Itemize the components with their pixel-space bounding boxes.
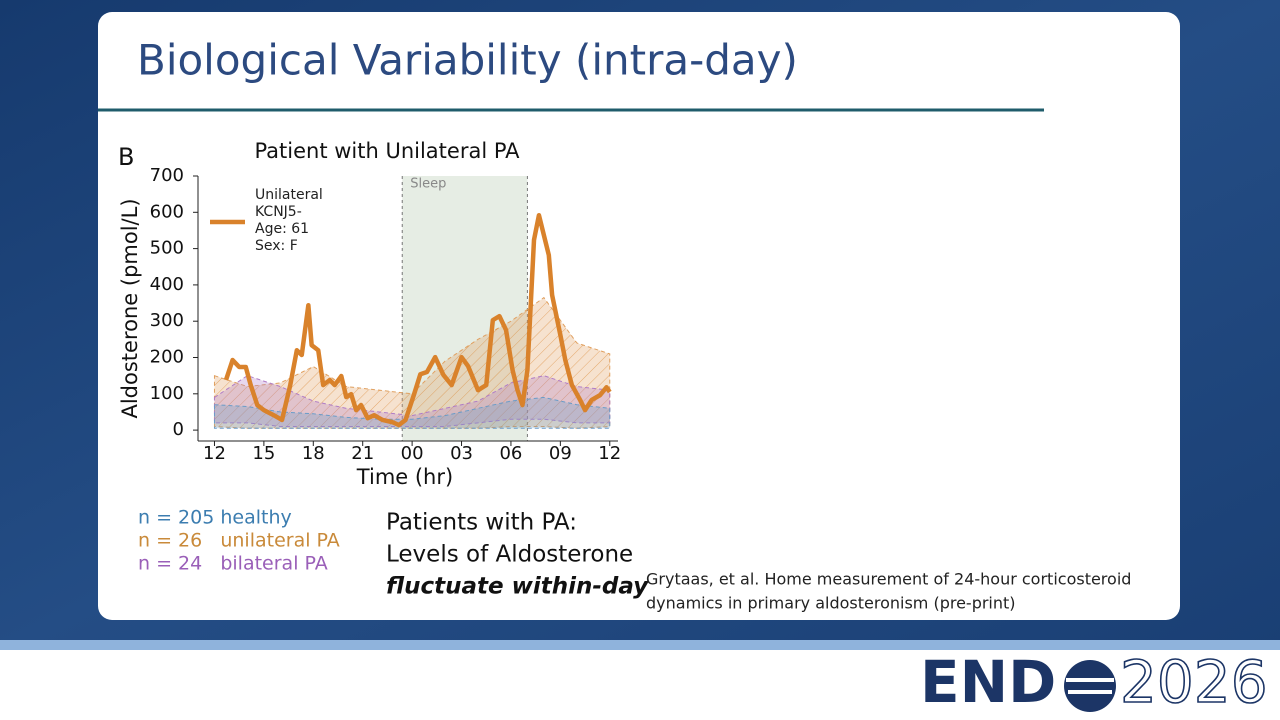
content-card bbox=[98, 12, 1180, 620]
chart: Sleep n = 26 unilateral PAn = 24 bilatera… bbox=[118, 139, 621, 575]
y-tick-label: 100 bbox=[150, 383, 184, 404]
y-tick-label: 0 bbox=[173, 419, 184, 440]
slide-title: Biological Variability (intra-day) bbox=[137, 36, 798, 85]
logo-globe bbox=[1064, 660, 1116, 712]
x-tick-label: 09 bbox=[549, 443, 572, 464]
x-tick-label: 12 bbox=[598, 443, 621, 464]
footer-strip bbox=[0, 640, 1280, 650]
note-emphasis: fluctuate within-day bbox=[386, 574, 649, 600]
y-tick-label: 500 bbox=[150, 238, 184, 259]
band bbox=[213, 396, 611, 429]
sleep-label: Sleep bbox=[410, 177, 446, 192]
chart-title: Patient with Unilateral PA bbox=[254, 139, 520, 163]
band-hatch bbox=[214, 297, 610, 429]
band-legend: n = 24 bilateral PA bbox=[138, 553, 328, 575]
citation-line: dynamics in primary aldosteronism (pre-p… bbox=[646, 594, 1016, 613]
x-axis-label: Time (hr) bbox=[356, 465, 453, 489]
band-legend: n = 205 healthy bbox=[138, 507, 292, 529]
band-legend: n = 26 unilateral PA bbox=[138, 530, 340, 552]
data-line bbox=[223, 212, 612, 428]
y-tick-label: 200 bbox=[150, 347, 184, 368]
y-tick-label: 400 bbox=[150, 274, 184, 295]
logo-right: 2026 bbox=[1120, 648, 1268, 716]
citation-line: Grytaas, et al. Home measurement of 24-h… bbox=[646, 570, 1131, 589]
x-tick-label: 18 bbox=[302, 443, 325, 464]
y-tick-label: 300 bbox=[150, 310, 184, 331]
legend-label: Unilateral bbox=[255, 187, 323, 203]
y-tick-label: 600 bbox=[150, 201, 184, 222]
note-line: Levels of Aldosterone bbox=[386, 542, 633, 568]
logo: END 2026 bbox=[920, 647, 1268, 717]
x-tick-label: 21 bbox=[351, 443, 374, 464]
panel-letter: B bbox=[118, 143, 134, 171]
y-tick-label: 700 bbox=[150, 165, 184, 186]
legend-detail: Sex: F bbox=[255, 238, 298, 254]
y-axis-label: Aldosterone (pmol/L) bbox=[118, 198, 142, 418]
x-tick-label: 00 bbox=[401, 443, 424, 464]
x-tick-label: 15 bbox=[252, 443, 275, 464]
note-line: Patients with PA: bbox=[386, 510, 577, 536]
x-tick-label: 03 bbox=[450, 443, 473, 464]
logo-left: END bbox=[920, 648, 1056, 716]
legend-detail: Age: 61 bbox=[255, 221, 309, 237]
x-tick-label: 06 bbox=[499, 443, 522, 464]
legend-detail: KCNJ5- bbox=[255, 204, 302, 220]
logo-globe-band bbox=[1066, 678, 1114, 694]
x-tick-label: 12 bbox=[203, 443, 226, 464]
